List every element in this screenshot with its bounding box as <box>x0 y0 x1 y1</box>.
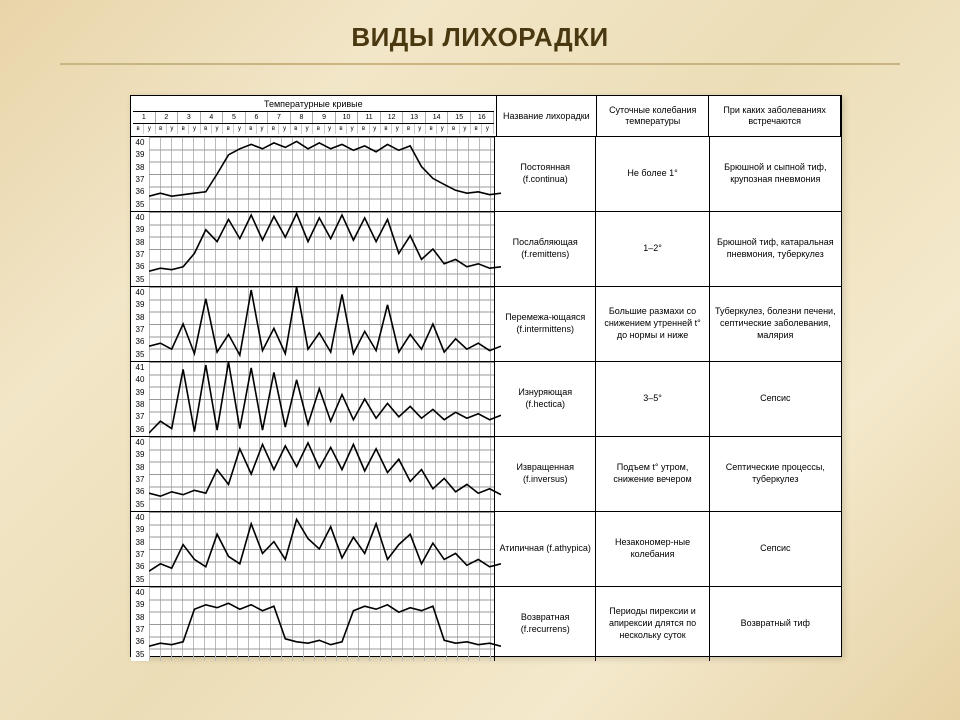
temperature-chart: 403938373635 <box>131 287 495 361</box>
table-row: 403938373635Возвратная (f.recurrens)Пери… <box>131 587 841 661</box>
table-row: 403938373635Послабляющая (f.remittens)1–… <box>131 212 841 287</box>
fever-variation: Большие размахи со снижением утренней t°… <box>596 287 709 361</box>
table-row: 403938373635Извращенная (f.inversus)Подъ… <box>131 437 841 512</box>
fever-diseases: Сепсис <box>710 362 841 436</box>
header-chart: Температурные кривые 1234567891011121314… <box>131 96 497 136</box>
fever-name: Перемежа-ющаяся (f.intermittens) <box>495 287 597 361</box>
fever-table: Температурные кривые 1234567891011121314… <box>130 95 842 657</box>
fever-name: Постоянная (f.continua) <box>495 137 597 211</box>
fever-diseases: Сепсис <box>710 512 841 586</box>
fever-name: Атипичная (f.athypica) <box>495 512 597 586</box>
title-rule <box>60 63 900 65</box>
fever-diseases: Возвратный тиф <box>710 587 841 661</box>
temperature-chart: 403938373635 <box>131 512 495 586</box>
temperature-chart: 403938373635 <box>131 437 495 511</box>
table-row: 403938373635Атипичная (f.athypica)Незако… <box>131 512 841 587</box>
fever-diseases: Брюшной тиф, катаральная пневмония, тубе… <box>710 212 841 286</box>
fever-name: Изнуряющая (f.hectica) <box>495 362 597 436</box>
temperature-chart: 403938373635 <box>131 587 495 661</box>
fever-variation: Периоды пирексии и апирексии длятся по н… <box>596 587 709 661</box>
fever-variation: Незакономер-ные колебания <box>596 512 709 586</box>
fever-name: Возвратная (f.recurrens) <box>495 587 597 661</box>
table-row: 403938373635Постоянная (f.continua)Не бо… <box>131 137 841 212</box>
table-row: 403938373635Перемежа-ющаяся (f.intermitt… <box>131 287 841 362</box>
header-diseases: При каких заболеваниях встречаются <box>709 96 841 136</box>
table-row: 414039383736Изнуряющая (f.hectica)3–5°Се… <box>131 362 841 437</box>
fever-name: Извращенная (f.inversus) <box>495 437 597 511</box>
fever-diseases: Брюшной и сыпной тиф, крупозная пневмони… <box>710 137 841 211</box>
fever-variation: 1–2° <box>596 212 709 286</box>
temperature-chart: 403938373635 <box>131 137 495 211</box>
page-title: ВИДЫ ЛИХОРАДКИ <box>0 0 960 63</box>
fever-variation: Подъем t° утром, снижение вечером <box>596 437 709 511</box>
table-header: Температурные кривые 1234567891011121314… <box>131 96 841 137</box>
temperature-chart: 414039383736 <box>131 362 495 436</box>
temperature-chart: 403938373635 <box>131 212 495 286</box>
fever-variation: Не более 1° <box>596 137 709 211</box>
header-name: Название лихорадки <box>497 96 598 136</box>
header-variation: Суточные колебания температуры <box>597 96 709 136</box>
fever-diseases: Септические процессы, туберкулез <box>710 437 841 511</box>
fever-diseases: Туберкулез, болезни печени, септические … <box>710 287 841 361</box>
fever-name: Послабляющая (f.remittens) <box>495 212 597 286</box>
fever-variation: 3–5° <box>596 362 709 436</box>
